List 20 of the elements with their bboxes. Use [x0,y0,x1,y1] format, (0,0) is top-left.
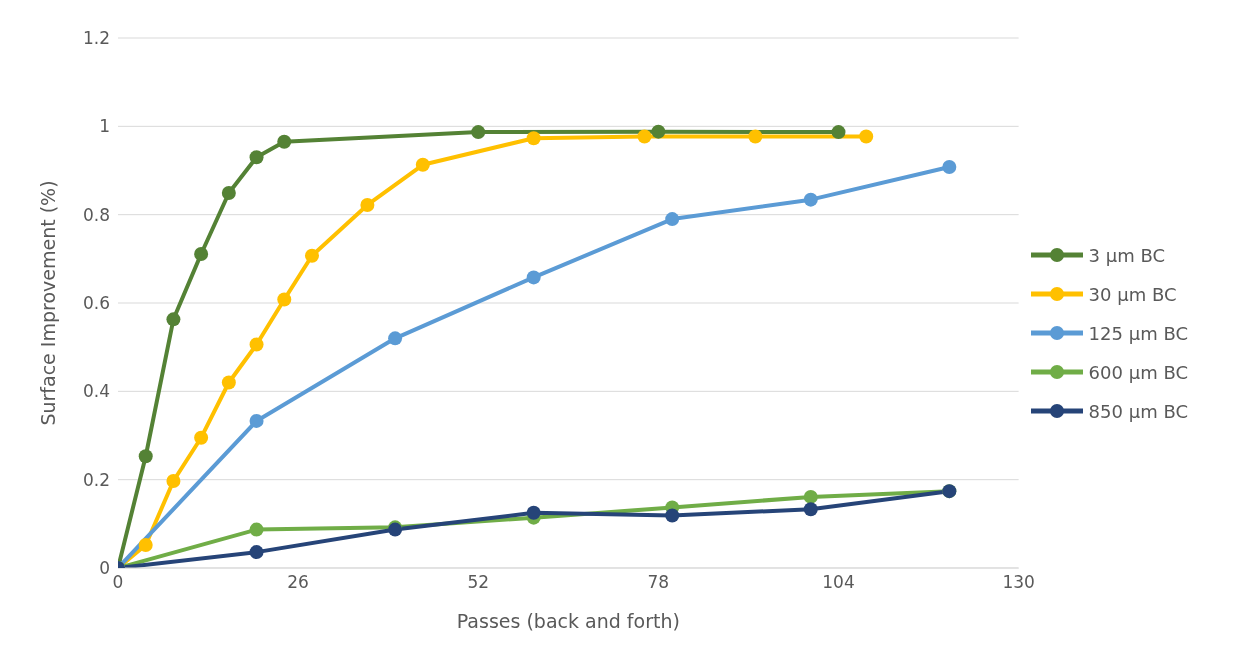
legend-label: 30 µm BC [1088,283,1177,305]
x-tick-label: 130 [1002,572,1035,593]
legend-label: 850 µm BC [1088,400,1188,422]
y-tick-label: 0.8 [82,204,110,225]
legend-label: 3 µm BC [1088,244,1166,266]
y-tick-label: 1 [99,116,110,137]
x-axis-title: Passes (back and forth) [456,610,680,632]
x-tick-label: 26 [287,572,309,593]
legend-label: 600 µm BC [1088,361,1188,383]
y-tick-label: 1.2 [82,28,110,49]
y-tick-label: 0.6 [82,293,110,314]
x-tick-label: 0 [112,572,124,593]
y-axis-title: Surface Improvement (%) [36,180,59,426]
legend-label: 125 µm BC [1088,322,1188,344]
x-tick-label: 52 [467,572,490,593]
y-tick-label: 0.2 [82,469,110,490]
x-tick-label: 78 [647,572,670,593]
y-tick-label: 0.4 [82,381,110,402]
y-tick-label: 0 [99,558,110,579]
x-tick-label: 104 [822,572,855,593]
